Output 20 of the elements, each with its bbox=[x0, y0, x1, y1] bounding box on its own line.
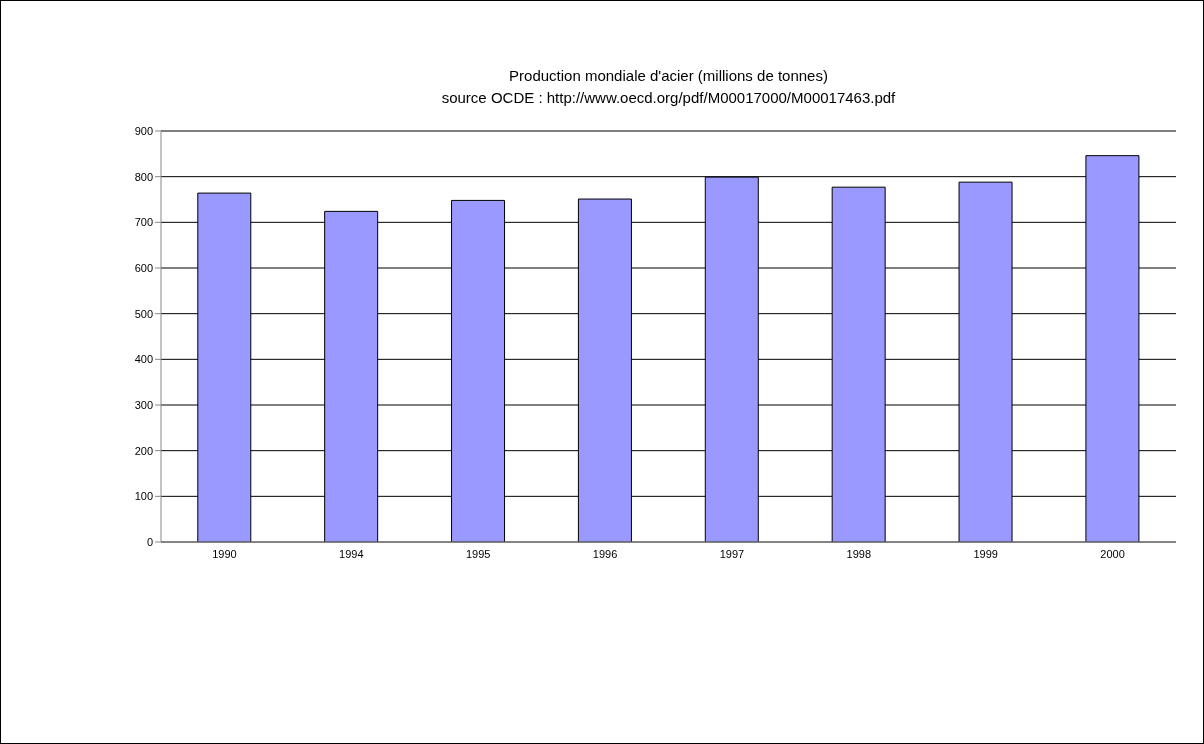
y-tick-label: 300 bbox=[134, 398, 153, 411]
y-tick-label: 600 bbox=[134, 261, 153, 274]
x-tick-label: 1998 bbox=[846, 547, 872, 560]
y-tick-label: 200 bbox=[134, 444, 153, 457]
chart-title: Production mondiale d'acier (millions de tonnes) bbox=[508, 66, 829, 86]
x-tick-label: 2000 bbox=[1100, 547, 1125, 560]
x-tick-label: 1996 bbox=[592, 547, 618, 560]
y-tick-label: 400 bbox=[134, 353, 153, 366]
y-tick-label: 700 bbox=[134, 216, 153, 229]
x-tick-label: 1990 bbox=[212, 547, 237, 560]
y-tick-label: 100 bbox=[134, 490, 153, 503]
y-tick-label: 500 bbox=[134, 307, 153, 320]
x-tick-label: 1999 bbox=[973, 547, 998, 560]
x-tick-label: 1997 bbox=[719, 547, 745, 560]
y-tick-label: 800 bbox=[134, 170, 153, 183]
y-tick-label: 0 bbox=[146, 535, 153, 548]
chart-subtitle: source OCDE : http://www.oecd.org/pdf/M00017000/M00017463.pdf bbox=[440, 88, 897, 108]
y-tick-label: 900 bbox=[134, 124, 153, 137]
x-tick-label: 1995 bbox=[465, 547, 491, 560]
x-tick-label: 1994 bbox=[339, 547, 364, 560]
